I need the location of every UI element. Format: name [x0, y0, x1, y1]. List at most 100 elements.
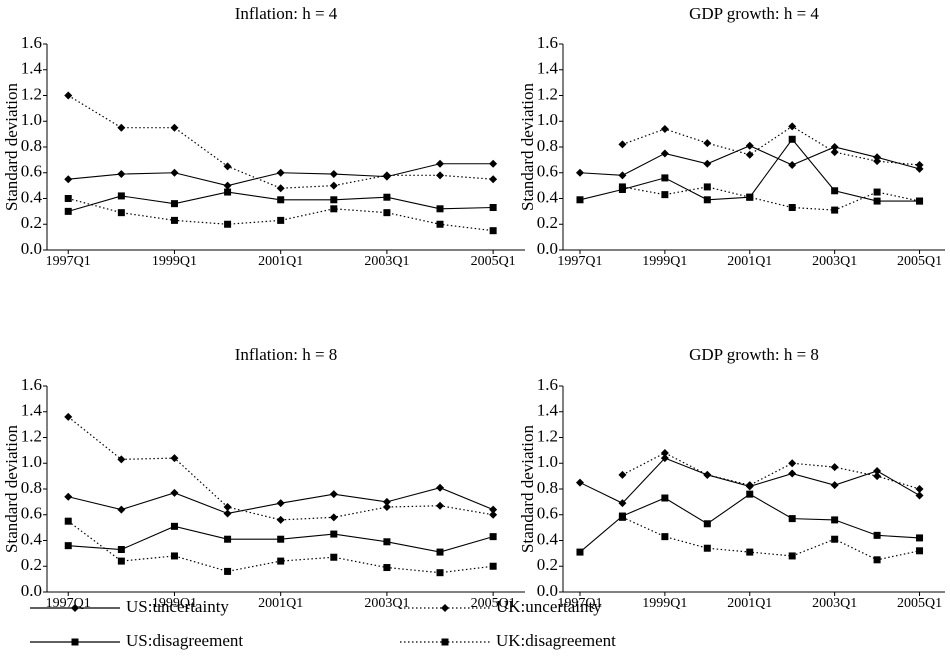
legend-label: UK:uncertainty — [496, 597, 602, 616]
data-point — [276, 515, 285, 524]
data-point — [830, 143, 839, 151]
data-point — [660, 448, 669, 457]
y-tick-label: 1.2 — [21, 426, 42, 445]
data-point — [618, 140, 627, 149]
y-tick-label: 0.8 — [537, 136, 558, 155]
data-point — [916, 197, 924, 205]
data-point — [330, 205, 338, 213]
data-point — [117, 123, 126, 132]
y-axis-label: Standard deviation — [518, 83, 537, 211]
y-tick-label: 0.8 — [21, 478, 42, 497]
data-point — [436, 501, 445, 510]
x-tick-label: 1997Q1 — [557, 596, 602, 611]
data-point — [64, 175, 73, 184]
data-point — [489, 175, 498, 184]
data-point — [117, 557, 125, 565]
data-point — [703, 196, 711, 204]
data-point — [830, 463, 839, 472]
data-point — [831, 516, 839, 524]
series-line — [67, 520, 494, 574]
data-point — [330, 196, 338, 204]
y-tick-label: 0.0 — [537, 239, 558, 258]
y-tick-label: 1.4 — [537, 401, 559, 420]
y-tick-label: 1.0 — [21, 110, 42, 129]
data-point — [618, 499, 627, 508]
data-point — [788, 552, 796, 560]
y-tick-label: 1.4 — [537, 59, 559, 78]
y-tick-label: 1.6 — [21, 375, 42, 394]
y-axis-label: Standard deviation — [2, 425, 21, 553]
data-point — [703, 139, 712, 148]
y-axis-label: Standard deviation — [2, 83, 21, 211]
data-point — [788, 161, 797, 170]
data-point — [746, 193, 754, 201]
data-point — [915, 491, 924, 500]
data-point — [576, 548, 584, 556]
data-point — [703, 544, 711, 552]
y-tick-label: 1.2 — [537, 426, 558, 445]
data-point — [277, 196, 285, 204]
series-line — [68, 197, 494, 232]
data-point — [117, 192, 125, 200]
data-point — [745, 150, 754, 159]
legend-label: US:uncertainty — [126, 597, 229, 616]
data-point — [64, 195, 72, 202]
data-point — [64, 517, 72, 525]
data-point — [383, 538, 391, 546]
x-tick-label: 2001Q1 — [727, 596, 772, 611]
y-tick-label: 0.6 — [21, 162, 42, 181]
data-point — [489, 505, 498, 514]
data-point — [489, 533, 497, 541]
y-tick-label: 1.6 — [21, 33, 42, 52]
data-point — [224, 567, 232, 575]
y-tick-label: 0.6 — [537, 162, 558, 181]
data-point — [831, 206, 839, 214]
x-tick-label: 2005Q1 — [897, 254, 942, 269]
y-tick-label: 0.0 — [21, 239, 42, 258]
x-tick-label: 1997Q1 — [46, 254, 91, 269]
data-point — [436, 548, 444, 556]
data-point — [223, 162, 232, 171]
data-point — [873, 472, 882, 481]
chart-title: GDP growth: h = 4 — [689, 4, 819, 23]
data-point — [329, 513, 338, 522]
y-tick-label: 0.2 — [537, 555, 558, 574]
series-line — [67, 94, 494, 189]
data-point — [703, 183, 711, 191]
data-point — [873, 188, 881, 196]
data-point — [618, 470, 627, 479]
data-point — [436, 171, 445, 180]
y-tick-label: 0.2 — [537, 213, 558, 232]
data-point — [703, 520, 711, 528]
data-point — [117, 170, 126, 179]
y-tick-label: 1.2 — [537, 84, 558, 103]
data-point — [436, 569, 444, 577]
data-point — [661, 494, 669, 502]
data-point — [915, 161, 924, 170]
data-point — [276, 499, 285, 508]
x-tick-label: 2005Q1 — [471, 596, 516, 611]
data-point — [276, 168, 285, 177]
y-tick-label: 0.6 — [537, 504, 558, 523]
x-tick-label: 1997Q1 — [46, 596, 91, 611]
data-point — [170, 454, 179, 463]
data-point — [830, 481, 839, 490]
data-point — [873, 157, 882, 166]
data-point — [117, 209, 125, 217]
data-point — [64, 412, 73, 421]
chart-title: GDP growth: h = 8 — [689, 345, 819, 364]
y-tick-label: 0.8 — [21, 136, 42, 155]
data-point — [170, 216, 178, 224]
data-point — [329, 170, 338, 179]
x-tick-label: 2005Q1 — [471, 254, 516, 269]
data-point — [618, 513, 626, 521]
data-point — [661, 174, 669, 182]
data-point — [276, 184, 285, 193]
data-point — [170, 552, 178, 560]
x-tick-label: 2005Q1 — [897, 596, 942, 611]
x-tick-label: 2003Q1 — [364, 254, 409, 269]
data-point — [788, 204, 796, 212]
data-point — [223, 509, 232, 518]
data-point — [223, 181, 232, 190]
series-line — [622, 516, 920, 561]
